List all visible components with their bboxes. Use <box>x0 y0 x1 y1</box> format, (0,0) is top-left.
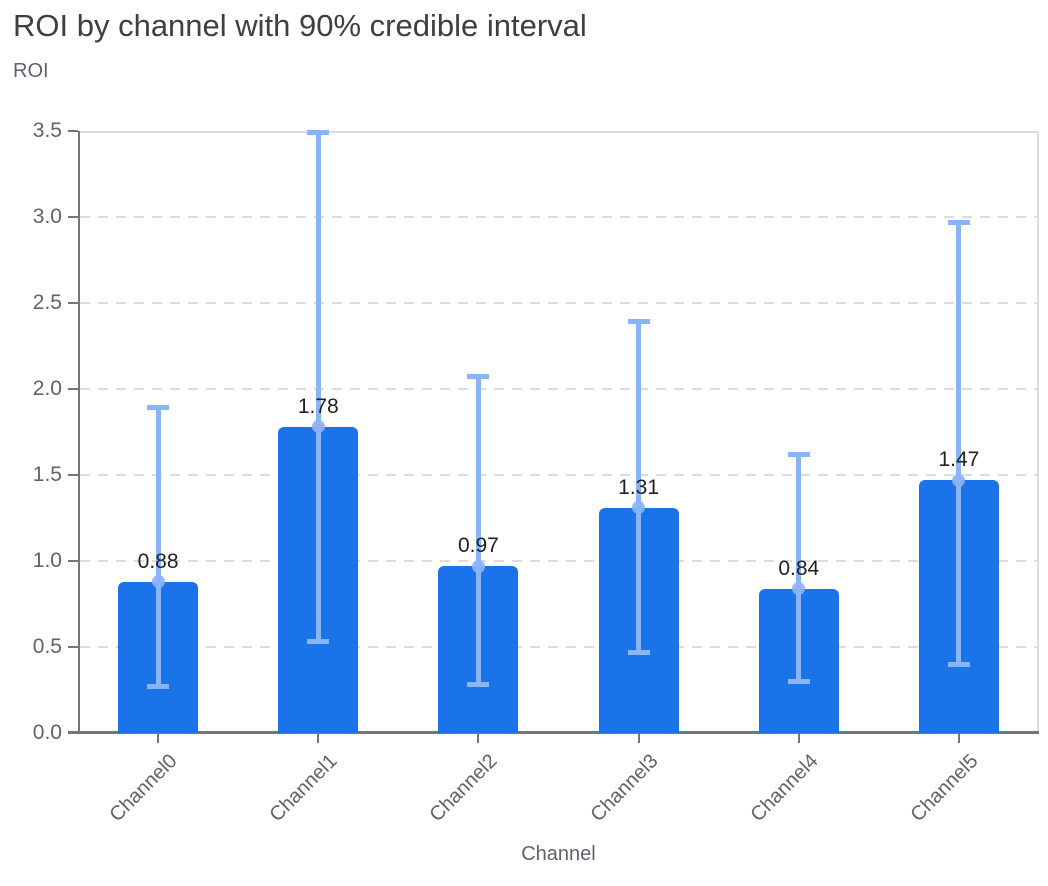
y-axis-tick-mark <box>68 302 78 304</box>
gridline <box>80 474 1037 476</box>
error-bar-line <box>475 376 481 685</box>
chart-title: ROI by channel with 90% credible interva… <box>13 8 587 43</box>
mean-dot <box>311 420 325 434</box>
y-tick-label: 1.0 <box>32 549 62 572</box>
x-axis-tick-mark <box>157 734 160 743</box>
value-label: 1.31 <box>618 475 660 499</box>
x-axis-line <box>68 731 1039 734</box>
x-axis-tick-mark <box>317 734 320 743</box>
y-tick-label: 2.5 <box>32 291 62 314</box>
mean-dot <box>151 575 165 589</box>
error-bar-cap-top <box>467 374 490 380</box>
error-bar-cap-bottom <box>307 639 330 645</box>
error-bar-cap-top <box>307 130 330 136</box>
y-axis-tick-mark <box>68 732 78 734</box>
x-tick-label: Channel3 <box>586 750 663 827</box>
value-label: 1.47 <box>938 448 980 472</box>
error-bar-cap-bottom <box>627 649 650 655</box>
gridline <box>80 560 1037 562</box>
mean-dot <box>471 559 485 573</box>
y-tick-label: 0.0 <box>32 721 62 744</box>
value-label: 1.78 <box>297 394 339 418</box>
error-bar-line <box>315 132 321 642</box>
value-label: 0.88 <box>137 549 179 573</box>
gridline <box>80 388 1037 390</box>
x-axis-tick-mark <box>957 734 960 743</box>
y-tick-label: 3.0 <box>32 205 62 228</box>
mean-dot <box>952 473 966 487</box>
x-tick-label: Channel5 <box>906 750 983 827</box>
y-axis-tick-mark <box>68 130 78 132</box>
y-axis-tick-mark <box>68 560 78 562</box>
y-axis-tick-mark <box>68 216 78 218</box>
y-axis-title: ROI <box>13 60 49 82</box>
gridline <box>80 302 1037 304</box>
y-tick-label: 3.5 <box>32 119 62 142</box>
x-axis-tick-mark <box>797 734 800 743</box>
error-bar-cap-top <box>627 319 650 325</box>
y-axis-tick-mark <box>68 388 78 390</box>
x-tick-label: Channel4 <box>746 750 823 827</box>
error-bar-cap-bottom <box>787 678 810 684</box>
value-label: 0.97 <box>457 534 499 558</box>
x-tick-label: Channel1 <box>265 750 342 827</box>
gridline <box>80 646 1037 648</box>
error-bar-cap-top <box>947 219 970 225</box>
plot-border-top <box>78 131 1039 133</box>
x-tick-label: Channel0 <box>105 750 182 827</box>
y-axis-tick-mark <box>68 474 78 476</box>
error-bar-line <box>155 407 161 687</box>
error-bar-line <box>956 222 962 665</box>
y-axis-line <box>78 131 80 733</box>
mean-dot <box>792 582 806 596</box>
x-axis-title: Channel <box>521 843 596 865</box>
y-tick-label: 0.5 <box>32 635 62 658</box>
plot-border-right <box>1037 131 1039 733</box>
error-bar-cap-bottom <box>467 682 490 688</box>
error-bar-cap-bottom <box>147 684 170 690</box>
mean-dot <box>632 501 646 515</box>
error-bar-cap-top <box>147 405 170 411</box>
gridline <box>80 216 1037 218</box>
error-bar-line <box>796 454 802 682</box>
error-bar-cap-top <box>787 451 810 457</box>
y-tick-label: 2.0 <box>32 377 62 400</box>
plot-area: 0.0 0.5 1.0 1.5 2.0 2.5 3.0 3.5 0.88 Channel0 1.78… <box>33 119 1039 826</box>
error-bar-cap-bottom <box>947 661 970 667</box>
x-axis-tick-mark <box>637 734 640 743</box>
y-tick-label: 1.5 <box>32 463 62 486</box>
x-axis-tick-mark <box>477 734 480 743</box>
value-label: 0.84 <box>778 556 820 580</box>
y-axis-tick-mark <box>68 646 78 648</box>
error-bar-line <box>636 321 642 653</box>
x-tick-label: Channel2 <box>425 750 502 827</box>
